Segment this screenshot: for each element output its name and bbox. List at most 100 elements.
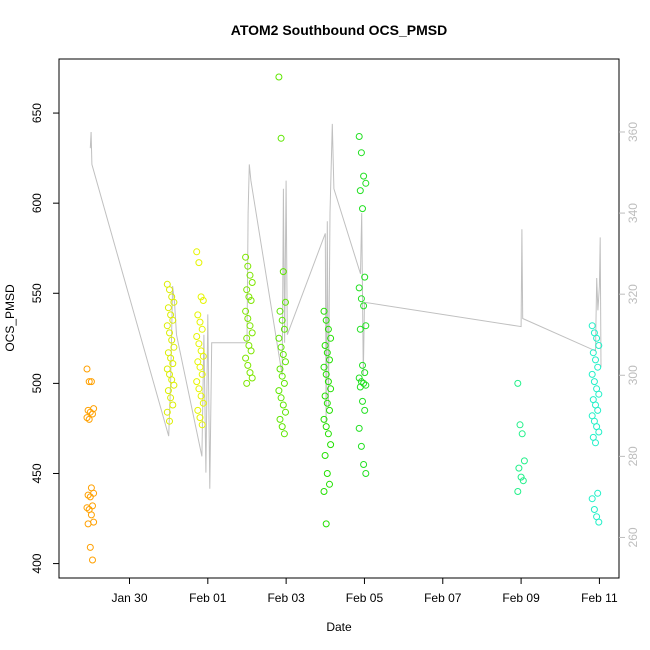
data-point bbox=[514, 379, 522, 387]
data-point bbox=[516, 421, 524, 429]
data-point bbox=[170, 343, 178, 351]
data-point bbox=[355, 133, 363, 140]
data-point bbox=[361, 273, 369, 281]
data-point bbox=[362, 470, 370, 477]
data-point bbox=[590, 506, 598, 513]
point-cluster bbox=[83, 365, 98, 564]
data-point bbox=[361, 369, 369, 377]
data-point bbox=[83, 365, 91, 373]
data-point bbox=[320, 488, 328, 495]
data-point bbox=[321, 452, 329, 459]
data-point bbox=[163, 322, 171, 330]
data-point bbox=[517, 473, 525, 481]
x-tick-label: Feb 07 bbox=[424, 591, 462, 605]
point-cluster bbox=[588, 322, 603, 526]
y-tick-label: 550 bbox=[30, 283, 44, 303]
data-point bbox=[590, 378, 598, 386]
data-point bbox=[323, 470, 331, 477]
data-point bbox=[166, 329, 173, 337]
data-point bbox=[359, 397, 366, 405]
data-point bbox=[198, 421, 206, 429]
data-point bbox=[280, 325, 288, 333]
data-point bbox=[248, 279, 256, 286]
data-point bbox=[170, 381, 178, 389]
data-point bbox=[324, 430, 332, 438]
data-point bbox=[164, 387, 172, 395]
data-point bbox=[277, 134, 285, 142]
y-tick-label: 650 bbox=[30, 103, 44, 123]
line-series-trace bbox=[89, 123, 602, 489]
data-point bbox=[85, 378, 93, 386]
data-point bbox=[593, 334, 601, 342]
data-point bbox=[514, 488, 522, 495]
data-point bbox=[248, 374, 256, 382]
data-point bbox=[360, 302, 368, 310]
data-point bbox=[355, 284, 363, 292]
data-point bbox=[275, 387, 283, 395]
data-point bbox=[589, 349, 597, 357]
data-point bbox=[356, 187, 364, 195]
data-point bbox=[279, 268, 287, 276]
data-point bbox=[199, 399, 207, 407]
y-tick-label: 400 bbox=[30, 553, 44, 573]
data-point bbox=[594, 406, 602, 414]
x-tick-label: Feb 03 bbox=[267, 591, 305, 605]
data-point bbox=[169, 360, 177, 368]
data-point bbox=[595, 342, 603, 349]
data-point bbox=[86, 543, 94, 551]
point-cluster bbox=[163, 280, 178, 425]
data-point bbox=[276, 415, 284, 423]
point-cluster bbox=[355, 133, 370, 477]
data-point bbox=[275, 73, 283, 81]
data-point bbox=[326, 480, 333, 488]
data-point bbox=[594, 363, 602, 371]
data-point bbox=[324, 378, 332, 386]
x-tick-label: Feb 11 bbox=[581, 591, 618, 605]
data-point bbox=[197, 392, 205, 400]
y-axis-label: OCS_PMSD bbox=[3, 284, 17, 352]
data-point bbox=[84, 520, 92, 528]
data-point bbox=[83, 414, 91, 422]
data-point bbox=[86, 408, 94, 416]
y2-tick-label: 300 bbox=[626, 365, 640, 385]
data-point bbox=[320, 363, 328, 371]
data-point bbox=[279, 351, 287, 358]
data-point bbox=[321, 342, 329, 349]
point-cluster bbox=[514, 379, 528, 495]
data-point bbox=[166, 417, 173, 425]
data-point bbox=[199, 352, 207, 360]
x-tick-label: Jan 30 bbox=[111, 591, 147, 605]
y2-tick-label: 320 bbox=[626, 284, 640, 304]
data-point bbox=[242, 253, 250, 261]
data-point bbox=[196, 363, 204, 371]
data-point bbox=[246, 271, 254, 279]
data-point bbox=[357, 442, 365, 450]
x-tick-label: Feb 05 bbox=[346, 591, 384, 605]
data-point bbox=[277, 394, 285, 402]
data-point bbox=[279, 401, 287, 409]
y-tick-label: 600 bbox=[30, 193, 44, 213]
y2-tick-label: 280 bbox=[626, 446, 640, 466]
data-point bbox=[86, 493, 94, 501]
data-point bbox=[193, 248, 201, 256]
data-point bbox=[326, 356, 333, 364]
data-point bbox=[84, 406, 92, 414]
data-point bbox=[243, 286, 251, 294]
data-point bbox=[323, 349, 331, 357]
data-point bbox=[282, 408, 289, 416]
data-point bbox=[243, 379, 251, 387]
data-point bbox=[195, 385, 203, 393]
data-point bbox=[362, 179, 370, 187]
data-point bbox=[247, 347, 255, 355]
data-point bbox=[243, 334, 251, 342]
data-point bbox=[323, 399, 331, 407]
data-point bbox=[355, 424, 363, 432]
point-layer bbox=[83, 73, 603, 564]
y-tick-label: 450 bbox=[30, 463, 44, 483]
data-point bbox=[164, 304, 172, 312]
data-point bbox=[326, 406, 333, 414]
data-point bbox=[327, 385, 335, 393]
data-point bbox=[355, 374, 363, 382]
y2-tick-label: 340 bbox=[626, 203, 640, 223]
x-tick-label: Feb 01 bbox=[189, 591, 227, 605]
